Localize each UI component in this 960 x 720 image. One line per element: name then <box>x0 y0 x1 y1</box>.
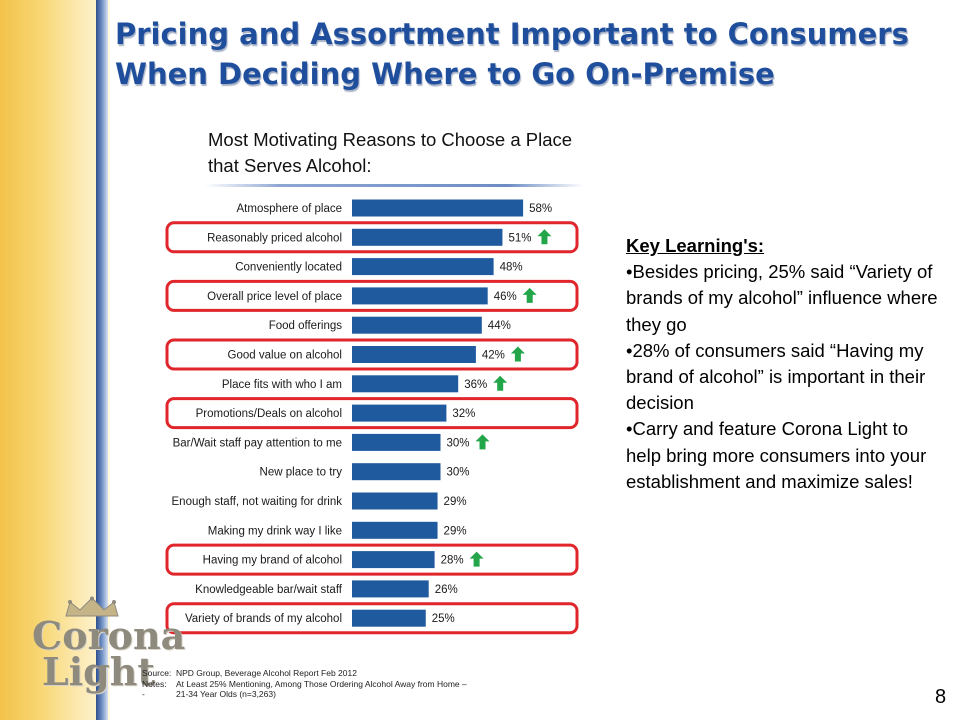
bar <box>352 609 426 627</box>
value-label: 51% <box>508 232 531 244</box>
notes-text: At Least 25% Mentioning, Among Those Ord… <box>176 678 467 689</box>
value-label: 26% <box>435 584 458 596</box>
bar <box>352 580 429 598</box>
source-text: NPD Group, Beverage Alcohol Report Feb 2… <box>176 668 357 678</box>
value-label: 58% <box>529 203 552 215</box>
category-label: New place to try <box>260 467 343 479</box>
up-arrow-icon <box>510 346 525 362</box>
value-label: 32% <box>452 408 475 420</box>
bar <box>352 316 482 334</box>
slide-title: Pricing and Assortment Important to Cons… <box>115 17 909 91</box>
category-label: Making my drink way I like <box>208 525 342 537</box>
notes-dash: - <box>142 689 145 699</box>
key-learning-bullet-3: •Carry and feature Corona Light to help … <box>626 418 927 492</box>
category-label: Reasonably priced alcohol <box>207 232 342 244</box>
bar <box>352 228 503 246</box>
up-arrow-icon <box>469 551 484 567</box>
category-label: Place fits with who I am <box>222 379 342 391</box>
bar <box>352 433 441 451</box>
bar <box>352 346 476 363</box>
highlight-box <box>165 221 579 254</box>
bar <box>352 258 494 276</box>
value-label: 36% <box>464 379 487 391</box>
logo-word-corona: Corona <box>32 613 186 658</box>
value-label: 44% <box>488 320 511 332</box>
value-label: 29% <box>444 525 467 537</box>
crown-icon <box>65 596 119 617</box>
source-label: Source: <box>142 668 172 678</box>
chart-subtitle: Most Motivating Reasons to Choose a Plac… <box>208 129 573 176</box>
category-label: Knowledgeable bar/wait staff <box>195 584 343 596</box>
logo-word-light: Light <box>42 649 155 694</box>
value-label: 48% <box>500 262 523 274</box>
corona-light-logo: Corona Light <box>32 596 185 696</box>
highlight-box <box>165 397 579 430</box>
highlight-box <box>165 602 579 635</box>
notes-text-2: 21-34 Year Olds (n=3,263) <box>176 689 276 699</box>
key-learning-bullet-1: •Besides pricing, 25% said “Variety of b… <box>626 261 938 335</box>
bar <box>352 521 438 539</box>
highlight-box <box>165 279 579 312</box>
subtitle-underline <box>205 184 583 187</box>
category-label: Food offerings <box>269 320 343 332</box>
bar <box>352 287 488 305</box>
page-number: 8 <box>935 686 947 708</box>
bar <box>352 404 447 422</box>
category-label: Enough staff, not waiting for drink <box>172 496 343 508</box>
value-label: 30% <box>447 437 470 449</box>
bar <box>352 199 524 217</box>
category-label: Atmosphere of place <box>237 203 342 215</box>
bar <box>352 551 435 569</box>
category-label: Bar/Wait staff pay attention to me <box>173 437 342 449</box>
up-arrow-icon <box>493 375 508 391</box>
up-arrow-icon <box>537 229 552 245</box>
value-label: 42% <box>482 350 505 362</box>
category-label: Conveniently located <box>235 262 342 274</box>
source-notes: Source: NPD Group, Beverage Alcohol Repor… <box>142 668 582 700</box>
up-arrow-icon <box>522 287 537 303</box>
category-label: Variety of brands of my alcohol <box>185 613 342 625</box>
bar <box>352 492 438 510</box>
category-label: Promotions/Deals on alcohol <box>196 408 342 420</box>
up-arrow-icon <box>475 434 490 450</box>
value-label: 25% <box>432 613 455 625</box>
value-label: 29% <box>444 496 467 508</box>
category-label: Having my brand of alcohol <box>203 555 342 567</box>
bar <box>352 375 459 393</box>
value-label: 28% <box>441 555 464 567</box>
side-blue-stripe <box>96 0 108 720</box>
value-label: 30% <box>447 467 470 479</box>
highlight-box <box>165 338 579 371</box>
bar <box>352 463 441 481</box>
key-learnings-heading: Key Learning's: <box>626 235 765 256</box>
category-label: Overall price level of place <box>207 291 342 303</box>
notes-label: Notes: <box>142 678 167 689</box>
highlight-box <box>165 543 579 576</box>
category-label: Good value on alcohol <box>228 350 342 362</box>
key-learnings-panel: Key Learning's: •Besides pricing, 25% sa… <box>626 233 944 495</box>
value-label: 46% <box>494 291 517 303</box>
key-learning-bullet-2: •28% of consumers said “Having my brand … <box>626 339 926 414</box>
